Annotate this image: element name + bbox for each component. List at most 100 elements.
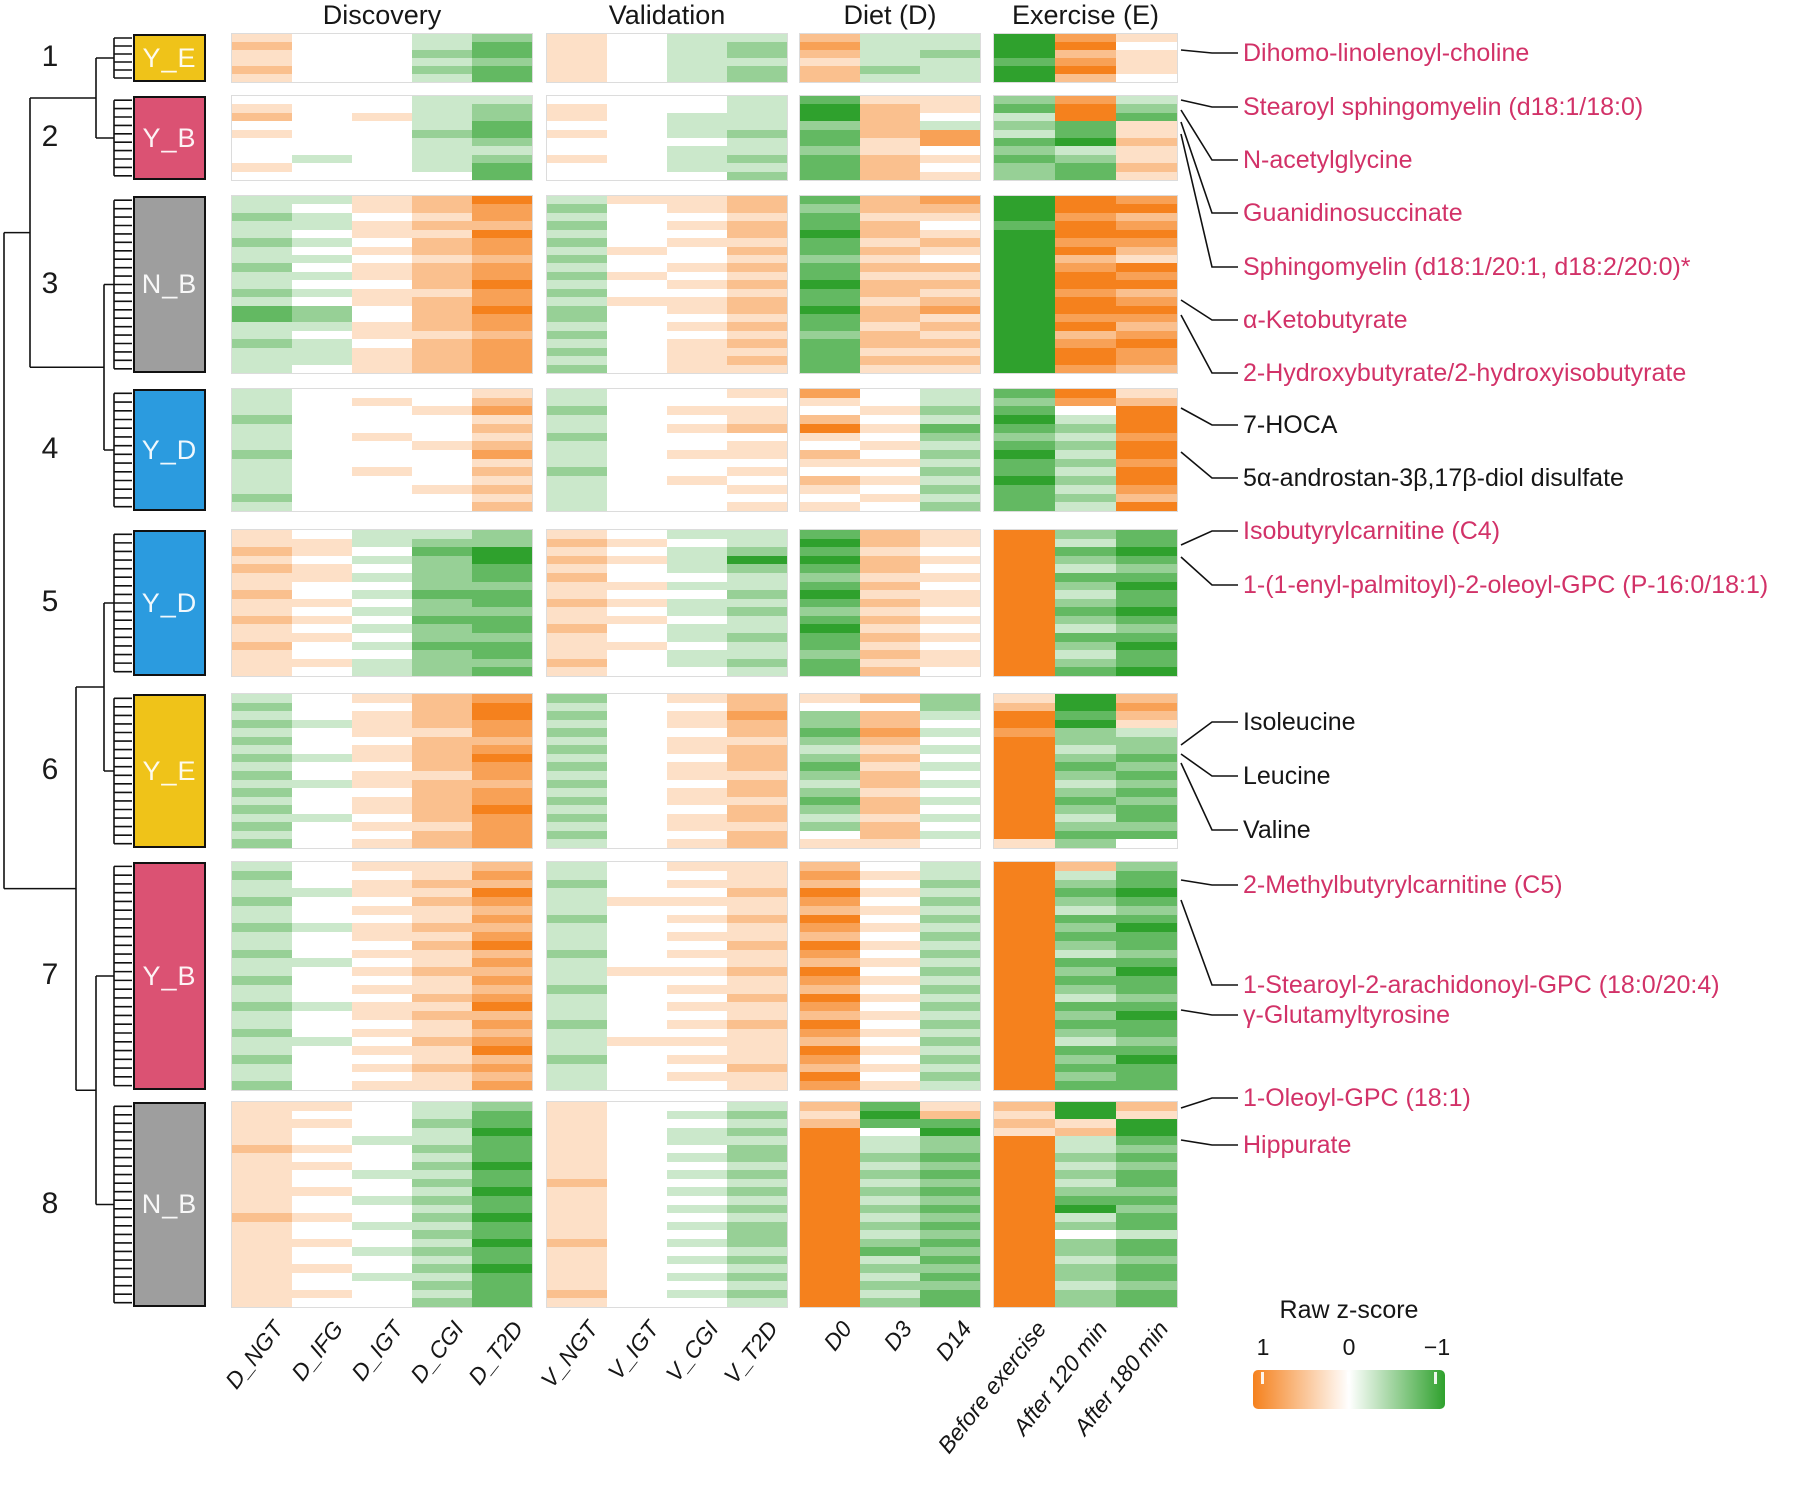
heatmap-cell: [727, 822, 787, 831]
heatmap-cell: [1116, 984, 1177, 994]
heatmap-cell: [292, 830, 352, 840]
heatmap-cell: [800, 154, 860, 164]
heatmap-cell: [920, 967, 980, 976]
heatmap-cell: [547, 432, 607, 442]
heatmap-cell: [1116, 905, 1177, 915]
heatmap-cell: [1055, 976, 1116, 985]
heatmap-cell: [920, 347, 980, 357]
heatmap-cell: [920, 1272, 980, 1282]
heatmap-cell: [472, 1028, 532, 1038]
heatmap-cell: [352, 423, 412, 433]
heatmap-cell: [994, 263, 1055, 272]
heatmap-cell: [352, 581, 412, 591]
heatmap-cell: [667, 538, 727, 548]
heatmap-cell: [667, 1119, 727, 1128]
heatmap-cell: [352, 1272, 412, 1282]
heatmap-cell: [994, 146, 1055, 155]
heatmap-cell: [292, 74, 352, 82]
heatmap-cell: [860, 339, 920, 348]
heatmap-cell: [607, 1238, 667, 1248]
heatmap-cell: [547, 288, 607, 298]
heatmap-cell: [352, 34, 412, 42]
heatmap-cell: [1055, 564, 1116, 573]
heatmap-cell: [547, 42, 607, 50]
heatmap-cell: [547, 238, 607, 247]
heatmap-cell: [547, 984, 607, 994]
heatmap-cell: [800, 50, 860, 58]
heatmap-cell: [1116, 441, 1177, 450]
heatmap-cell: [232, 719, 292, 729]
heatmap-cell: [547, 1153, 607, 1162]
heatmap-cell: [607, 212, 667, 222]
heatmap-cell: [800, 1298, 860, 1307]
heatmap-cell: [472, 796, 532, 806]
heatmap-cell: [547, 923, 607, 933]
heatmap-cell: [472, 364, 532, 373]
heatmap-cell: [292, 137, 352, 147]
metabolite-label-hippurate: Hippurate: [1243, 1131, 1352, 1159]
heatmap-cell: [994, 813, 1055, 823]
heatmap-cell: [547, 1281, 607, 1290]
heatmap-cell: [547, 493, 607, 503]
heatmap-cell: [352, 624, 412, 634]
heatmap-cell: [860, 879, 920, 889]
heatmap-cell: [607, 432, 667, 442]
heatmap-cell: [547, 762, 607, 771]
heatmap-cell: [352, 502, 412, 511]
heatmap-cell: [607, 658, 667, 668]
heatmap-cell: [292, 112, 352, 122]
heatmap-cell: [607, 1221, 667, 1231]
heatmap-cell: [232, 879, 292, 889]
heatmap-cell: [232, 50, 292, 58]
heatmap-cell: [994, 796, 1055, 806]
heatmap-cell: [727, 788, 787, 797]
heatmap-cell: [1116, 590, 1177, 599]
heatmap-cell: [727, 66, 787, 74]
heatmap-cell: [667, 129, 727, 138]
heatmap-cell: [607, 949, 667, 959]
heatmap-cell: [667, 356, 727, 365]
heatmap-cell: [920, 493, 980, 503]
heatmap-cell: [860, 1002, 920, 1012]
heatmap-cell: [920, 58, 980, 66]
heatmap-cell: [1055, 58, 1116, 66]
heatmap-cell: [352, 1081, 412, 1090]
heatmap-cell: [920, 1019, 980, 1029]
heatmap-cell: [1116, 330, 1177, 340]
heatmap-cell: [800, 719, 860, 729]
heatmap-cell: [412, 154, 472, 164]
heatmap-cell: [472, 96, 532, 105]
heatmap-cell: [472, 615, 532, 625]
heatmap-cell: [352, 154, 412, 164]
heatmap-cell: [994, 711, 1055, 720]
heatmap-cell: [1055, 288, 1116, 298]
heatmap-cell: [232, 493, 292, 503]
heatmap-cell: [667, 305, 727, 314]
heatmap-cell: [667, 364, 727, 373]
heatmap-cell: [292, 538, 352, 548]
heatmap-cell: [667, 50, 727, 58]
heatmap-cell: [994, 1002, 1055, 1012]
heatmap-cell: [292, 129, 352, 138]
heatmap-cell: [667, 246, 727, 255]
heatmap-cell: [1055, 958, 1116, 968]
heatmap-cell: [232, 1195, 292, 1205]
heatmap-cell: [232, 976, 292, 985]
heatmap-cell: [667, 888, 727, 898]
heatmap-cell: [412, 476, 472, 485]
heatmap-cell: [232, 830, 292, 840]
heatmap-cell: [547, 112, 607, 122]
heatmap-cell: [232, 432, 292, 442]
heatmap-cell: [1055, 1127, 1116, 1137]
heatmap-cell: [860, 137, 920, 147]
heatmap-cell: [800, 1272, 860, 1282]
heatmap-cell: [607, 1110, 667, 1120]
heatmap-cell: [607, 1298, 667, 1307]
heatmap-cell: [727, 1298, 787, 1307]
heatmap-block-cluster2-discovery: [231, 95, 533, 181]
cluster-number-4: 4: [41, 432, 59, 465]
heatmap-cell: [232, 1230, 292, 1239]
heatmap-cell: [994, 650, 1055, 659]
heatmap-cell: [800, 1213, 860, 1222]
heatmap-cell: [1055, 949, 1116, 959]
